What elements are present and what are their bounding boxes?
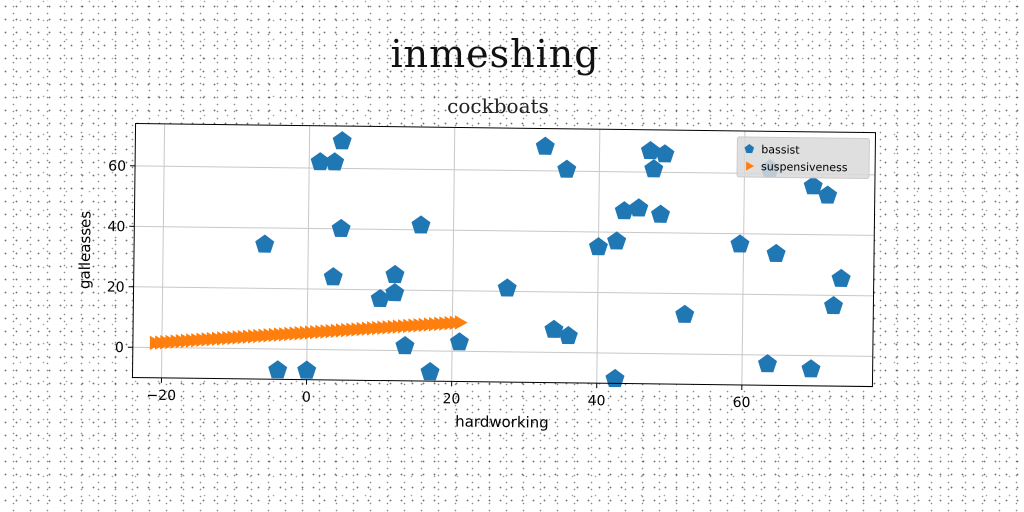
data-point-bassist [544,319,564,338]
y-tick-label: 60 [108,159,126,175]
data-point-bassist [385,283,405,302]
data-point-bassist [325,152,345,171]
data-point-bassist [255,234,275,253]
data-point-bassist [675,304,695,323]
data-point-bassist [449,332,469,351]
data-point-bassist [332,131,352,150]
data-point-bassist [310,152,330,171]
y-gridline [134,225,875,236]
data-point-bassist [766,243,786,263]
data-point-bassist [268,360,288,379]
legend: bassist suspensiveness [736,136,870,179]
data-point-bassist [420,362,440,381]
data-point-bassist [629,198,649,217]
axis-ticks: −20 0 20 40 60 0 20 40 60 [107,159,751,412]
plot-area: −20 0 20 40 60 0 20 40 60 hardworking galleasses… [76,123,877,432]
data-point-bassist [607,231,627,250]
data-point-bassist [411,215,431,234]
data-layer [149,131,851,388]
data-point-bassist [640,141,660,160]
data-point-bassist [370,288,390,308]
data-point-bassist [651,204,671,223]
y-tick-label: 20 [107,279,125,295]
data-point-bassist [395,336,415,355]
x-tick-label: 20 [442,391,460,407]
legend-label-bassist: bassist [761,143,800,156]
plot-frame [131,123,877,388]
data-point-bassist [831,268,851,287]
data-point-bassist [644,159,664,178]
y-axis-label: galleasses [76,211,95,290]
x-tick-label: 60 [733,395,751,411]
data-point-bassist [588,237,608,256]
data-point-bassist [605,368,625,388]
data-point-bassist [818,185,838,204]
x-tick-label: −20 [146,388,176,404]
data-point-suspensiveness [454,315,468,330]
y-tick-label: 0 [115,340,124,356]
chart-title: inmeshing [390,32,600,76]
legend-box [736,136,870,179]
data-point-bassist [323,267,343,286]
data-point-bassist [803,176,823,195]
data-point-bassist [331,218,351,238]
data-point-bassist [385,264,405,284]
data-point-bassist [535,136,555,155]
x-tick-label: 40 [588,393,606,409]
data-point-bassist [297,360,317,379]
data-point-bassist [655,144,675,163]
data-point-bassist [558,325,578,345]
legend-marker-bassist [744,144,755,154]
chart-subtitle: cockboats [447,94,549,118]
data-point-bassist [824,295,844,315]
y-gridline [132,346,873,357]
data-point-bassist [497,278,517,297]
y-tick-label: 40 [107,219,125,235]
data-point-bassist [730,234,750,253]
legend-label-suspensiveness: suspensiveness [761,160,848,174]
legend-marker-suspensiveness [746,161,755,171]
data-point-bassist [614,201,634,220]
data-point-bassist [801,359,821,378]
data-point-bassist [758,354,778,373]
x-axis-label: hardworking [455,412,549,431]
data-point-bassist [557,159,577,178]
x-tick-label: 0 [302,390,311,406]
